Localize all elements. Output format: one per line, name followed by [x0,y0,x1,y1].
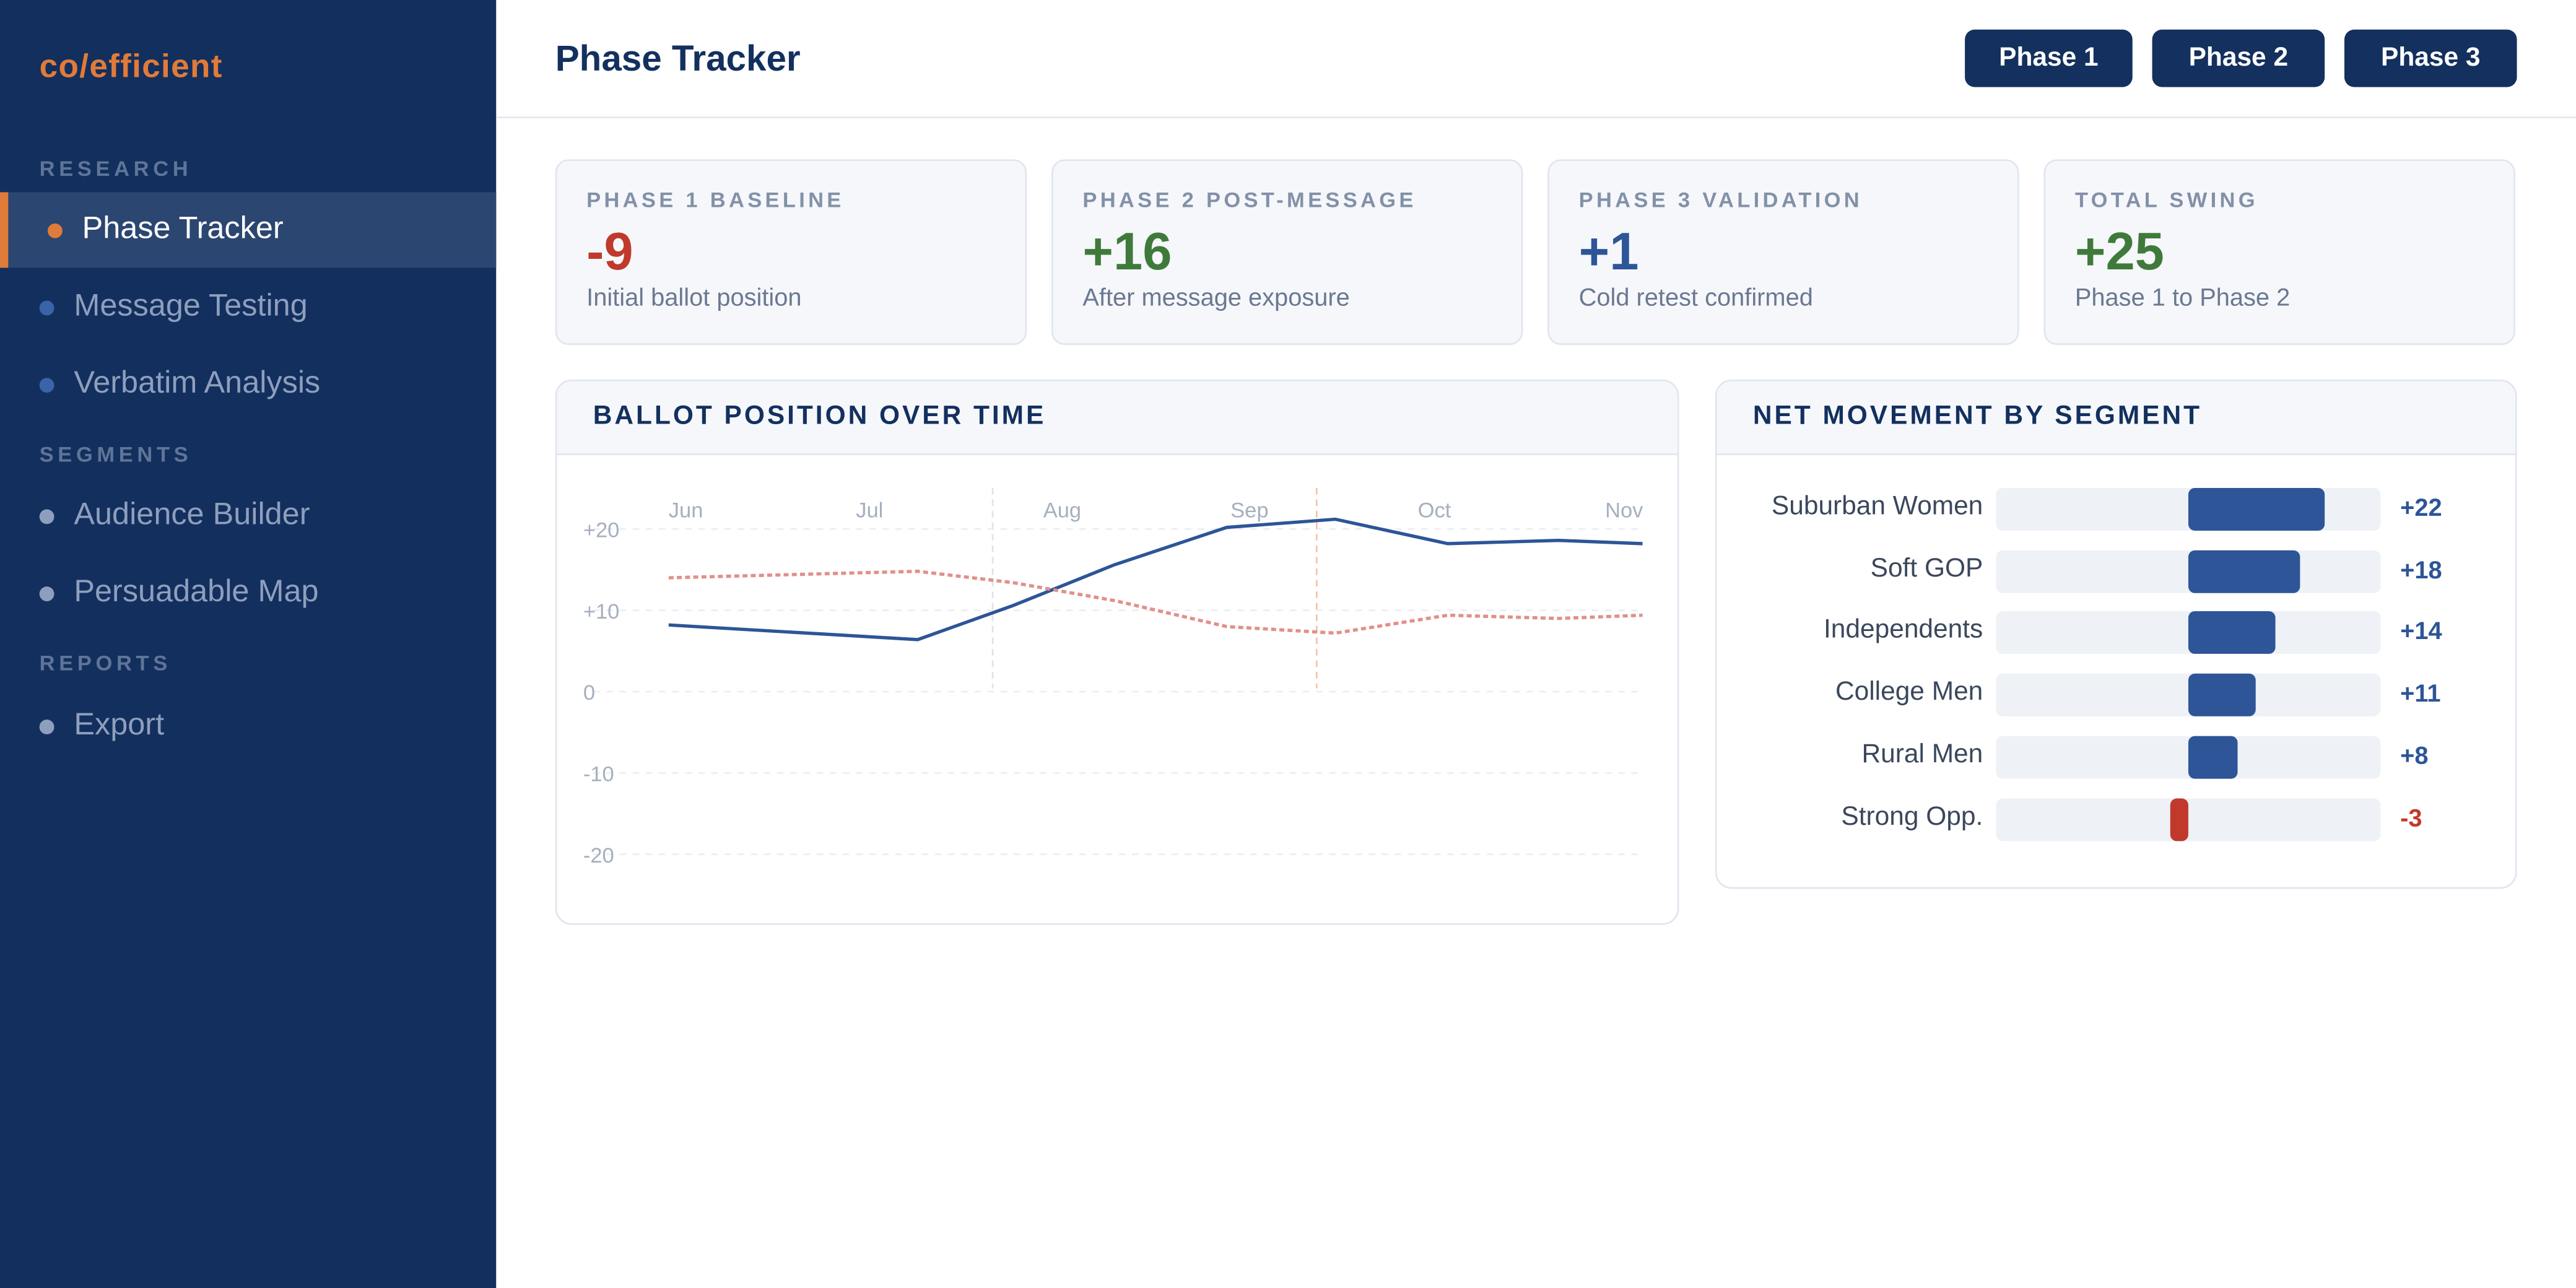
y-tick-label: -10 [583,763,614,786]
bar-track [1996,487,2381,531]
x-tick-label: Jun [669,499,703,523]
segment-row: Strong Opp. -3 [1717,796,2515,842]
panel-title: BALLOT POSITION OVER TIME [557,381,1677,455]
brand-logo: co/efficient [39,49,223,85]
segment-bar [2170,798,2188,841]
sidebar-item-label: Persuadable Map [74,575,319,610]
sidebar-item-persuadable-map[interactable]: Persuadable Map [0,555,496,631]
segment-row: College Men +11 [1717,672,2515,718]
segment-value: +8 [2400,742,2429,770]
stat-caption: Phase 1 to Phase 2 [2074,284,2291,313]
segment-name: Soft GOP [1870,554,1983,583]
segment-name: College Men [1835,678,1983,707]
stat-label: TOTAL SWING [2074,187,2258,212]
bullet-icon [39,718,54,734]
stat-card: PHASE 3 VALIDATION +1 Cold retest confirme… [1547,159,2019,346]
segment-value: -3 [2400,804,2422,832]
stat-label: PHASE 3 VALIDATION [1578,187,1863,212]
y-tick-label: +10 [583,600,620,624]
stat-value: +16 [1082,222,1172,281]
segment-name: Strong Opp. [1841,803,1983,831]
segment-bar [2188,611,2275,655]
x-tick-label: Nov [1605,499,1643,523]
stat-caption: After message exposure [1082,284,1350,313]
segment-bar [2188,487,2324,531]
series-line-0 [668,517,1643,642]
section-label: RESEARCH [39,156,193,181]
segment-bar [2188,674,2256,717]
bullet-icon [39,300,54,315]
sidebar-item-audience-builder[interactable]: Audience Builder [0,478,496,554]
sidebar-item-label: Message Testing [74,289,308,324]
phase-1-button[interactable]: Phase 1 [1965,29,2133,87]
bullet-icon [47,222,63,238]
sidebar-item-label: Verbatim Analysis [74,366,321,401]
bar-track [1996,611,2381,655]
x-tick-label: Oct [1418,499,1451,523]
sidebar-item-phase-tracker[interactable]: Phase Tracker [0,192,497,268]
sidebar: co/efficient RESEARCH Phase Tracker Messag… [0,0,497,1288]
x-tick-label: Sep [1230,499,1268,523]
bar-track [1996,736,2381,779]
sidebar-item-verbatim-analysis[interactable]: Verbatim Analysis [0,347,496,422]
panel-title: NET MOVEMENT BY SEGMENT [1717,381,2515,455]
phase-3-button[interactable]: Phase 3 [2344,29,2517,87]
bar-track [1996,798,2381,841]
bullet-icon [39,585,54,601]
y-tick-label: +20 [583,519,620,542]
section-label: SEGMENTS [39,442,193,467]
bar-track [1996,674,2381,717]
sidebar-item-export[interactable]: Export [0,689,496,764]
x-tick-label: Aug [1043,499,1081,523]
sidebar-item-message-testing[interactable]: Message Testing [0,269,496,345]
bullet-icon [39,376,54,392]
x-tick-label: Jul [856,499,883,523]
header: Phase Tracker Phase 1 Phase 2 Phase 3 [496,0,2576,119]
stat-label: PHASE 2 POST-MESSAGE [1082,187,1417,212]
segment-name: Rural Men [1861,741,1983,769]
page-title: Phase Tracker [555,38,801,79]
ballot-position-panel: BALLOT POSITION OVER TIME +20 +10 0 -10 -20 J… [555,379,1679,925]
stat-caption: Cold retest confirmed [1578,284,1813,313]
segment-value: +22 [2400,494,2442,523]
stat-card: PHASE 1 BASELINE -9 Initial ballot positio… [555,159,1027,346]
bar-track [1996,549,2381,593]
sidebar-item-label: Export [74,708,165,743]
y-tick-label: 0 [583,681,595,705]
segment-bar [2188,736,2238,779]
stat-card: PHASE 2 POST-MESSAGE +16 After message exp… [1051,159,1523,346]
series-line-1 [668,569,1643,635]
stat-value: +25 [2074,222,2164,281]
stat-label: PHASE 1 BASELINE [586,187,845,212]
phase-2-button[interactable]: Phase 2 [2152,29,2325,87]
section-label: REPORTS [39,650,172,676]
stat-value: -9 [586,222,633,281]
segment-row: Independents +14 [1717,610,2515,656]
segment-bar [2188,549,2300,593]
net-movement-panel: NET MOVEMENT BY SEGMENT Suburban Women +2… [1715,379,2517,889]
sidebar-item-label: Audience Builder [74,497,310,533]
segment-name: Suburban Women [1771,492,1983,521]
segment-value: +11 [2400,680,2441,708]
segment-value: +18 [2400,556,2442,585]
stat-card: TOTAL SWING +25 Phase 1 to Phase 2 [2043,159,2515,346]
y-tick-label: -20 [583,844,614,868]
segment-row: Suburban Women +22 [1717,486,2515,532]
segment-value: +14 [2400,618,2442,646]
segment-name: Independents [1823,616,1983,645]
line-chart: +20 +10 0 -10 -20 Jun Jul Aug Sep Oct Nov [583,487,1645,868]
segment-row: Rural Men +8 [1717,734,2515,780]
stat-value: +1 [1578,222,1639,281]
stat-caption: Initial ballot position [586,284,802,313]
segment-row: Soft GOP +18 [1717,548,2515,594]
bullet-icon [39,508,54,524]
sidebar-item-label: Phase Tracker [82,212,284,246]
